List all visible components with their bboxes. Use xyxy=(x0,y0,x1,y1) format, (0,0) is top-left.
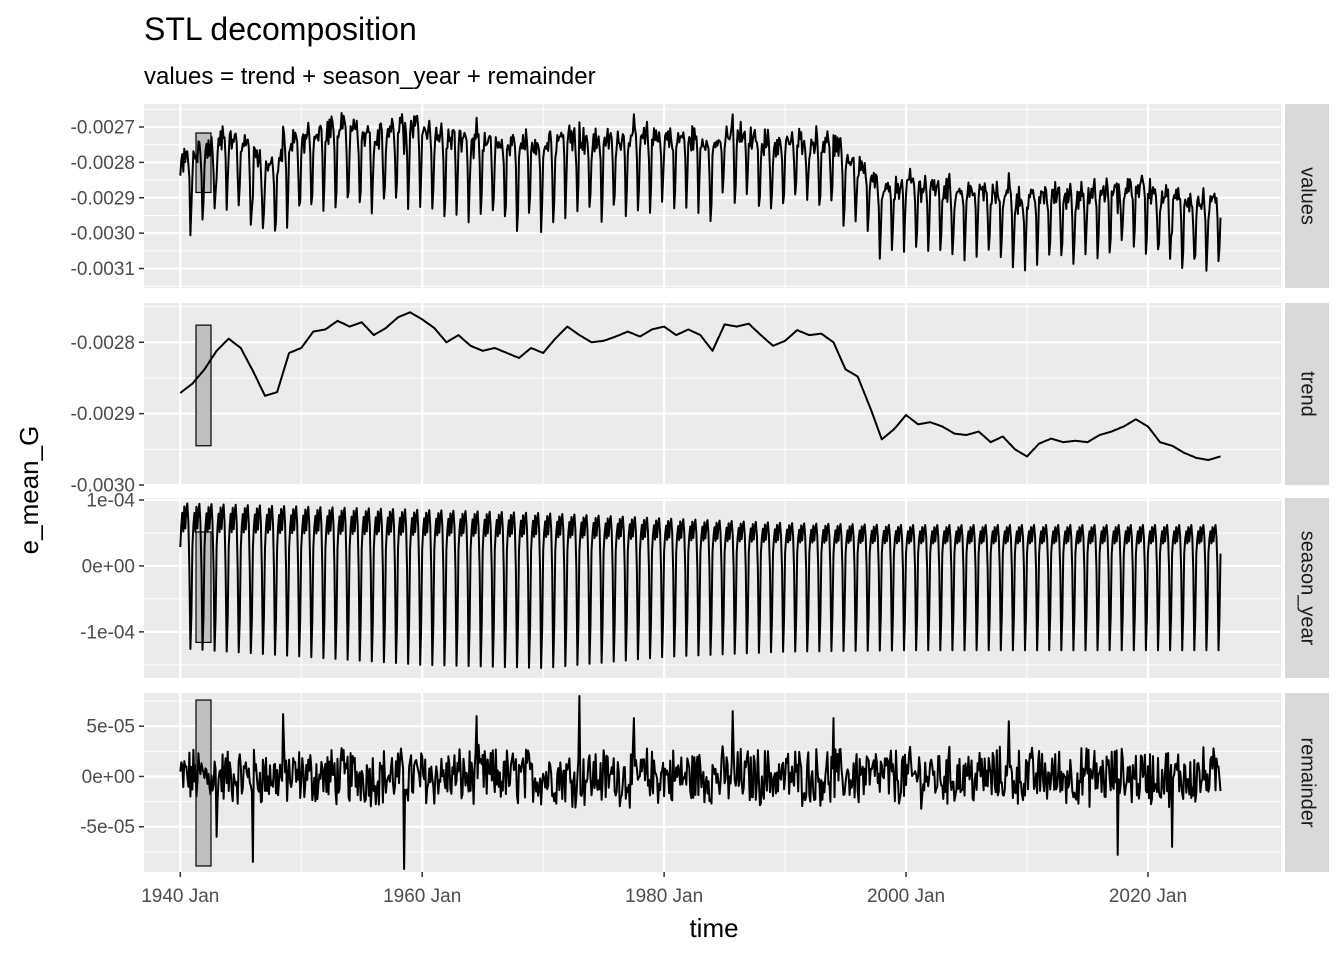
facet-strip-label: season_year xyxy=(1297,531,1319,646)
y-tick-label: -0.0029 xyxy=(71,404,135,425)
y-tick-label: -5e-05 xyxy=(80,817,135,838)
y-tick-label: -0.0030 xyxy=(71,476,135,497)
scale-bar xyxy=(195,324,212,447)
facet-strip xyxy=(1285,303,1329,485)
y-tick-label: -0.0030 xyxy=(71,224,135,245)
y-tick-label: 0e+00 xyxy=(82,767,135,788)
x-tick-label: 1980 Jan xyxy=(625,886,703,907)
series-line-season-year xyxy=(179,502,1222,670)
panel-remainder: 5e-05 0e+00 -5e-05 remainder xyxy=(80,693,1329,872)
y-tick-label: -0.0028 xyxy=(71,333,135,354)
y-tick-label: -0.0028 xyxy=(71,153,135,174)
y-axis-title: e_mean_G xyxy=(14,426,44,555)
x-tick-label: 2020 Jan xyxy=(1109,886,1187,907)
y-tick-label: -1e-04 xyxy=(80,622,135,643)
facet-strip-label: values xyxy=(1297,167,1319,225)
series-line-remainder xyxy=(179,695,1222,870)
facet-strip xyxy=(1285,498,1329,678)
y-tick-label: 1e-04 xyxy=(86,490,135,511)
y-tick-label: -0.0027 xyxy=(71,118,135,139)
panel-season-year: 1e-04 0e+00 -1e-04 season_year xyxy=(80,490,1329,678)
facet-strip xyxy=(1285,104,1329,288)
x-axis: 1940 Jan 1960 Jan 1980 Jan 2000 Jan 2020 Jan xyxy=(141,872,1187,907)
y-tick-label: 0e+00 xyxy=(82,556,135,577)
x-tick-label: 2000 Jan xyxy=(867,886,945,907)
x-axis-title: time xyxy=(689,913,738,943)
series-line-values xyxy=(179,112,1222,272)
chart-title: STL decomposition xyxy=(144,11,417,47)
y-tick-label: 5e-05 xyxy=(86,717,135,738)
x-tick-label: 1940 Jan xyxy=(141,886,219,907)
y-tick-label: -0.0029 xyxy=(71,188,135,209)
series-line-trend xyxy=(179,311,1221,461)
facet-strip-label: trend xyxy=(1297,371,1319,417)
panel-values: -0.0027 -0.0028 -0.0029 -0.0030 -0.0031 value… xyxy=(71,104,1329,288)
panel-background xyxy=(144,303,1281,485)
chart-subtitle: values = trend + season_year + remainder xyxy=(144,63,596,90)
y-tick-label: -0.0031 xyxy=(71,259,135,280)
facet-panels: -0.0027 -0.0028 -0.0029 -0.0030 -0.0031 value… xyxy=(71,104,1329,872)
facet-strip-label: remainder xyxy=(1297,737,1319,827)
facet-strip xyxy=(1285,693,1329,872)
x-tick-label: 1960 Jan xyxy=(383,886,461,907)
panel-trend: -0.0028 -0.0029 -0.0030 trend xyxy=(71,303,1329,497)
